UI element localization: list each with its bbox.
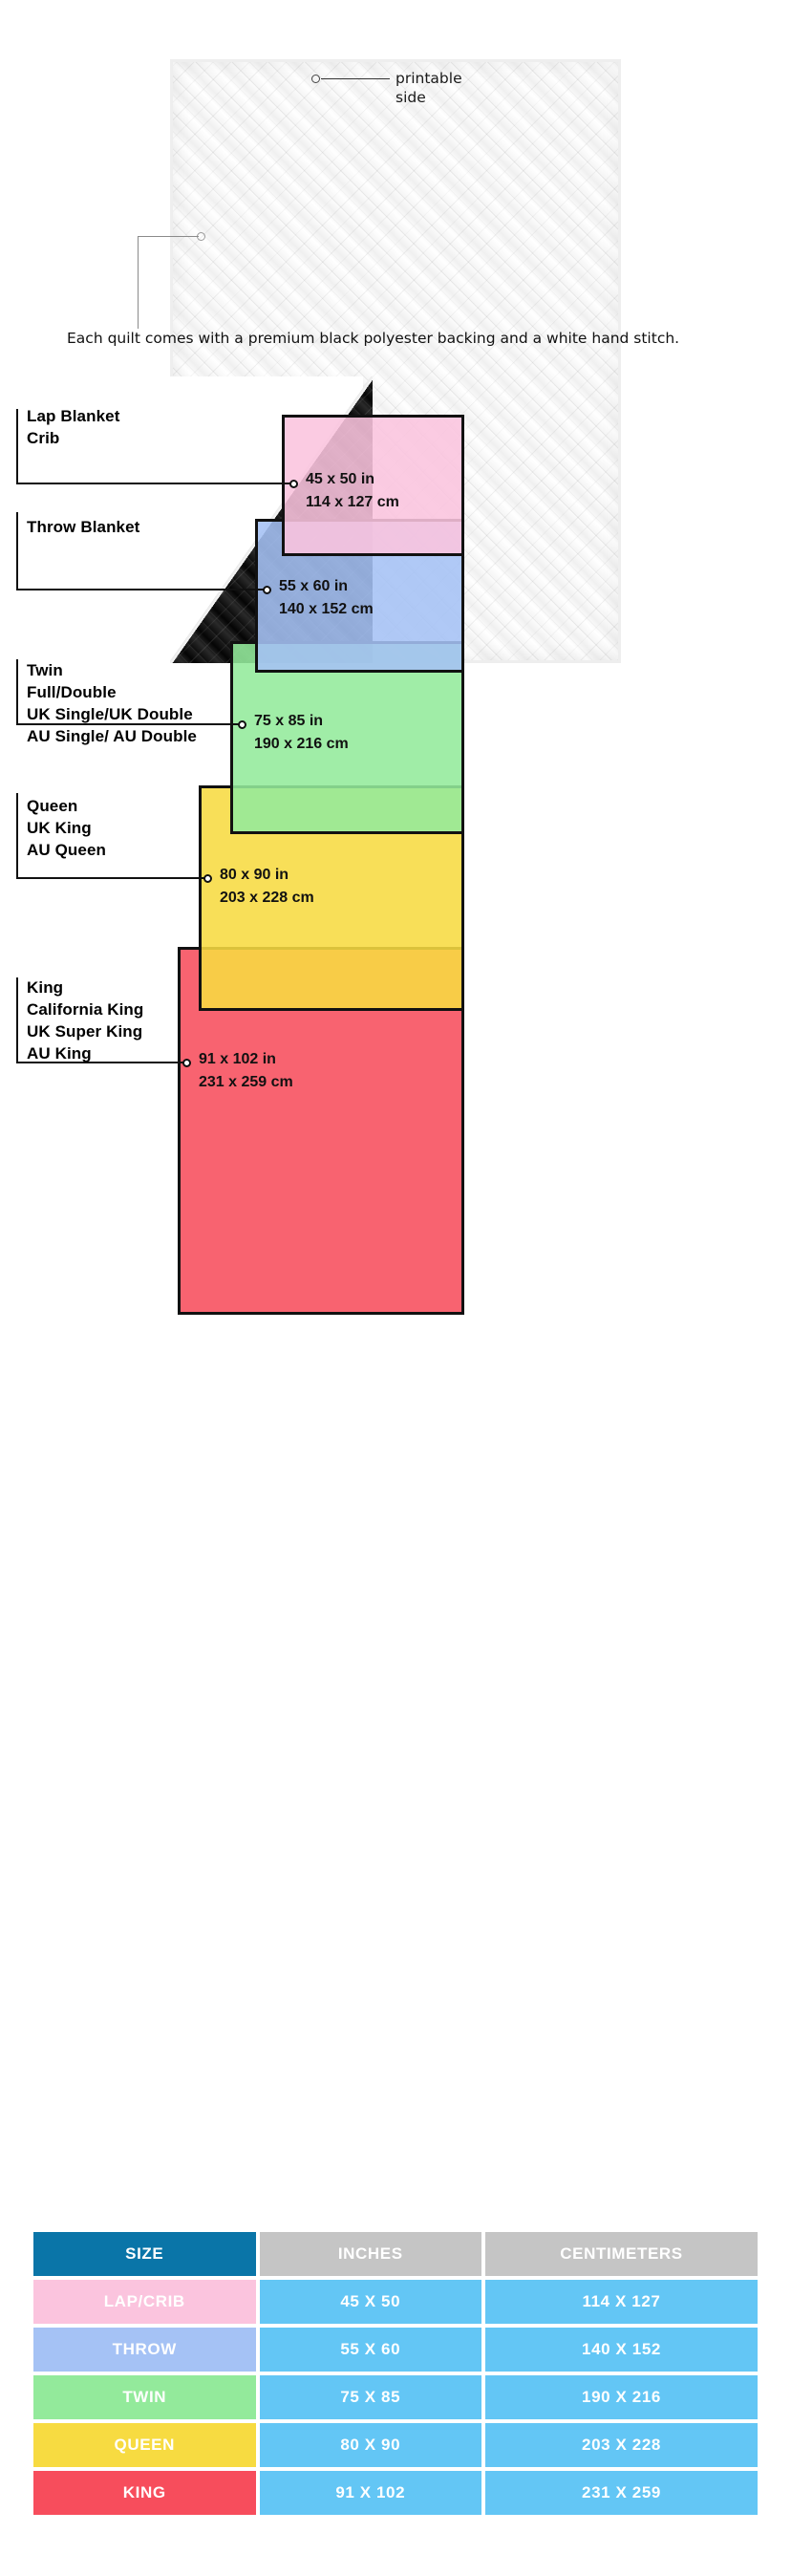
bracket-lap-crib (16, 409, 293, 484)
bracket-queen (16, 793, 207, 879)
size-rect-lap-crib (282, 415, 464, 556)
dimension-throw: 55 x 60 in 140 x 152 cm (279, 578, 374, 617)
black-backing-callout-line-h (138, 236, 199, 238)
table-row: QUEEN 80 X 90 203 X 228 (33, 2423, 758, 2467)
printable-side-callout-dot (311, 75, 320, 83)
black-backing-callout-line-v (138, 236, 139, 329)
table-row: KING 91 X 102 231 X 259 (33, 2471, 758, 2515)
leader-dot-lap-crib (289, 480, 298, 488)
table-header-centimeters: CENTIMETERS (485, 2232, 758, 2276)
table-cell-cm-king: 231 X 259 (485, 2471, 758, 2515)
size-comparison-diagram: Lap Blanket Crib 45 x 50 in 114 x 127 cm … (0, 399, 791, 2148)
table-cell-cm-twin: 190 X 216 (485, 2375, 758, 2419)
table-cell-size-lap-crib: LAP/CRIB (33, 2280, 256, 2324)
size-label-king: King California King UK Super King AU Ki… (27, 978, 144, 1063)
table-cell-cm-queen: 203 X 228 (485, 2423, 758, 2467)
table-cell-size-queen: QUEEN (33, 2423, 256, 2467)
table-cell-size-twin: TWIN (33, 2375, 256, 2419)
table-row: THROW 55 X 60 140 X 152 (33, 2328, 758, 2372)
quilt-caption: Each quilt comes with a premium black po… (67, 330, 680, 347)
size-label-twin: Twin Full/Double UK Single/UK Double AU … (27, 661, 197, 745)
table-cell-inches-king: 91 X 102 (259, 2471, 481, 2515)
table-cell-inches-throw: 55 X 60 (259, 2328, 481, 2372)
size-chart-table: SIZE INCHES CENTIMETERS LAP/CRIB 45 X 50… (30, 2228, 761, 2519)
bracket-throw (16, 512, 267, 590)
leader-dot-twin (238, 720, 246, 729)
printable-side-callout-line (321, 78, 390, 80)
table-row: LAP/CRIB 45 X 50 114 X 127 (33, 2280, 758, 2324)
table-header-size: SIZE (33, 2232, 256, 2276)
bracket-king (16, 977, 186, 1063)
dimension-lap-crib: 45 x 50 in 114 x 127 cm (306, 471, 399, 510)
table-cell-size-throw: THROW (33, 2328, 256, 2372)
leader-dot-queen (203, 874, 212, 883)
printable-side-label: printable side (396, 70, 462, 106)
bracket-twin (16, 659, 242, 725)
dimension-twin: 75 x 85 in 190 x 216 cm (254, 713, 349, 752)
size-label-queen: Queen UK King AU Queen (27, 797, 106, 859)
dimension-queen: 80 x 90 in 203 x 228 cm (220, 867, 314, 906)
table-header-row: SIZE INCHES CENTIMETERS (33, 2232, 758, 2276)
table-cell-inches-queen: 80 X 90 (259, 2423, 481, 2467)
table-cell-inches-lap-crib: 45 X 50 (259, 2280, 481, 2324)
table-cell-size-king: KING (33, 2471, 256, 2515)
table-row: TWIN 75 X 85 190 X 216 (33, 2375, 758, 2419)
leader-dot-king (182, 1059, 191, 1067)
table-cell-cm-lap-crib: 114 X 127 (485, 2280, 758, 2324)
size-rect-twin (230, 641, 464, 834)
size-label-lap-crib: Lap Blanket Crib (27, 407, 120, 447)
size-label-throw: Throw Blanket (27, 518, 140, 536)
table-header-inches: INCHES (259, 2232, 481, 2276)
dimension-king: 91 x 102 in 231 x 259 cm (199, 1051, 293, 1090)
table-cell-cm-throw: 140 X 152 (485, 2328, 758, 2372)
table-cell-inches-twin: 75 X 85 (259, 2375, 481, 2419)
leader-dot-throw (263, 586, 271, 594)
